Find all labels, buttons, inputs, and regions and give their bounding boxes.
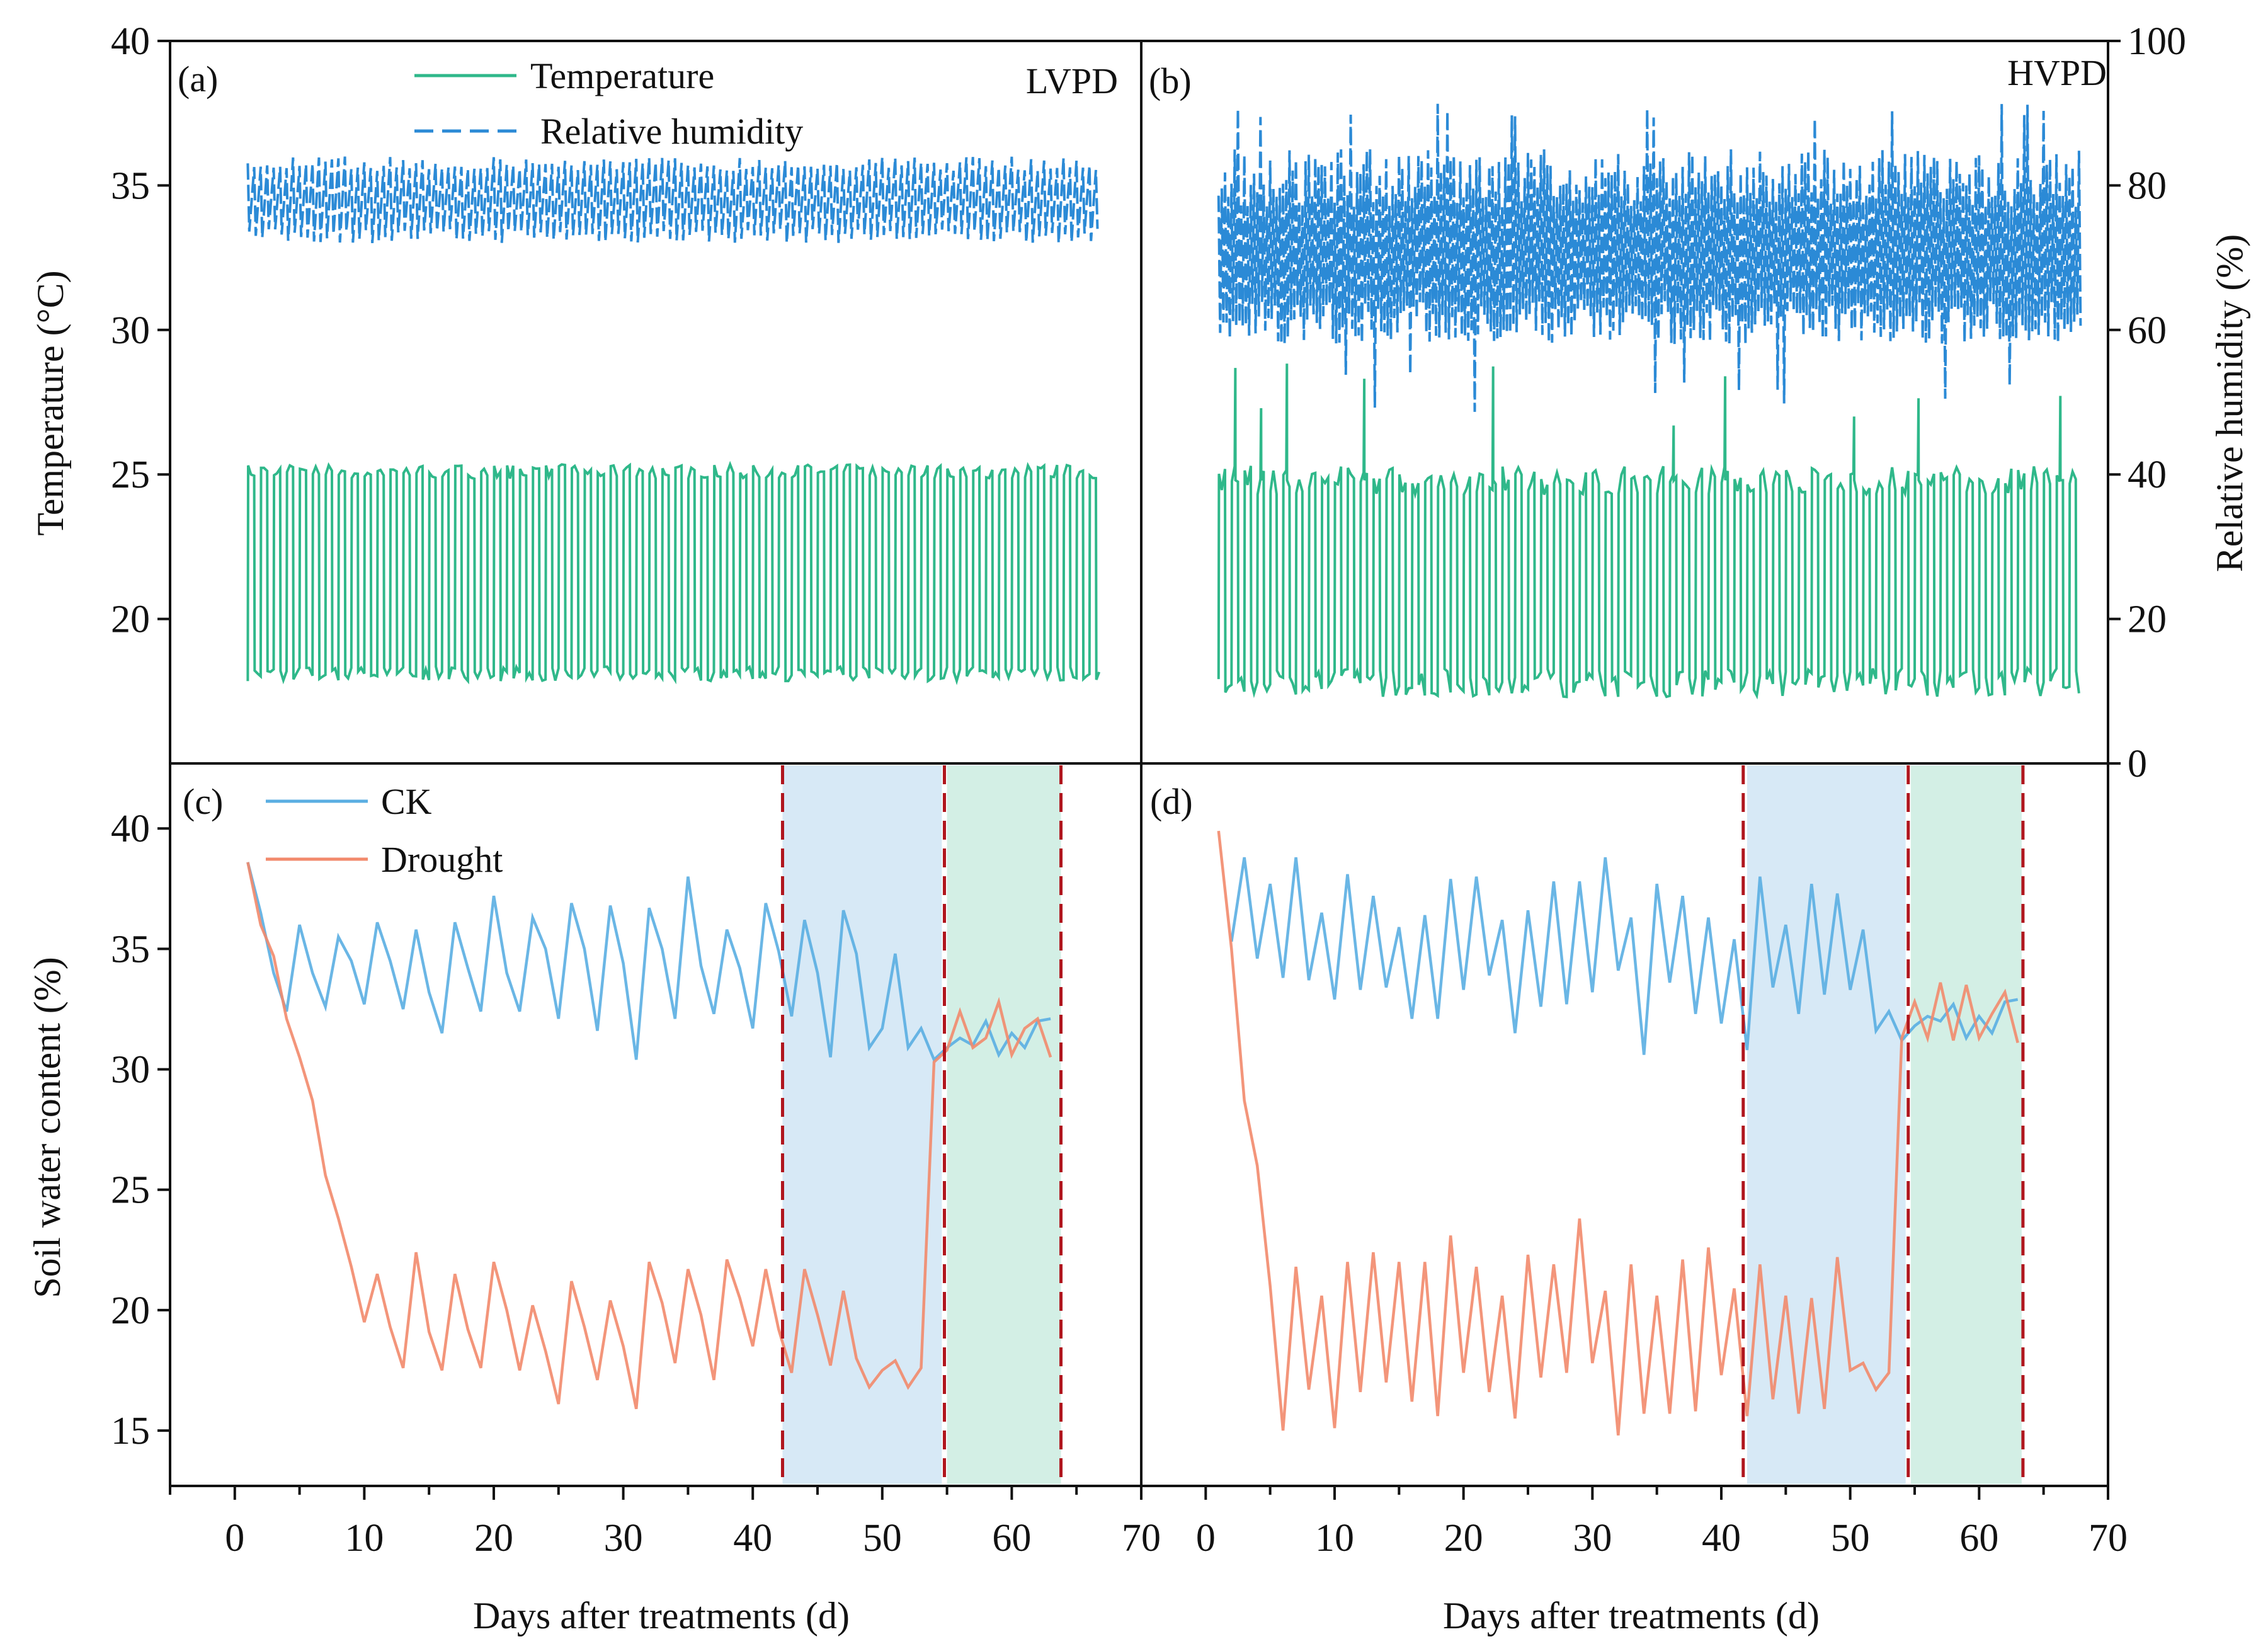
y-tick-label: 25	[111, 454, 150, 496]
y-tick-label: 30	[111, 1049, 150, 1092]
drought-phase-shading	[1747, 765, 1906, 1484]
series-ck-c	[246, 862, 1051, 1063]
y2-tick-label: 0	[2128, 743, 2147, 785]
x-axis-title-d: Days after treatments (d)	[1443, 1595, 1820, 1636]
legend-humidity-label: Relative humidity	[540, 111, 803, 152]
y-tick-label: 35	[111, 164, 150, 207]
y-tick-label: 15	[111, 1410, 150, 1453]
y2-tick-label: 20	[2128, 598, 2167, 641]
y2-tick-label: 40	[2128, 454, 2167, 496]
panel-a-label: (a)	[178, 59, 218, 100]
series-relative-humidity-b	[1217, 103, 2082, 412]
panel-d-label: (d)	[1150, 781, 1193, 822]
y-axis-title-soil-water: Soil water content (%)	[26, 957, 68, 1298]
panel-d-frame	[1140, 762, 2109, 1487]
y-tick-label: 20	[111, 1289, 150, 1332]
legend-drought-label: Drought	[381, 839, 503, 880]
y2-tick-label: 60	[2128, 309, 2167, 352]
x-tick-label: 40	[1702, 1517, 1741, 1560]
panel-b-title: HVPD	[2007, 52, 2107, 93]
series-drought-d	[1217, 830, 2019, 1436]
series-relative-humidity-a	[246, 156, 1099, 244]
panel-a-title: LVPD	[1026, 60, 1118, 101]
y-axis-title-temperature: Temperature (°C)	[30, 270, 71, 535]
series-temperature-b	[1217, 363, 2080, 700]
x-tick-label: 30	[1573, 1517, 1612, 1560]
panel-c-label: (c)	[183, 781, 223, 822]
y2-tick-label: 100	[2128, 20, 2186, 63]
x-axis-title-c: Days after treatments (d)	[473, 1595, 850, 1636]
recovery-phase-shading	[1910, 765, 2022, 1484]
x-tick-label: 0	[225, 1517, 244, 1560]
phase-shading-layer	[782, 765, 2022, 1484]
x-tick-label: 70	[2088, 1517, 2128, 1560]
series-layer	[246, 103, 2082, 1486]
x-tick-label: 20	[1444, 1517, 1483, 1560]
y-axis-title-humidity: Relative humidity (%)	[2209, 234, 2250, 573]
series-temperature-a	[246, 460, 1101, 685]
y-tick-label: 20	[111, 598, 150, 641]
x-tick-label: 60	[992, 1517, 1031, 1560]
recovery-phase-shading	[947, 765, 1061, 1484]
legend-temperature-label: Temperature	[530, 55, 714, 96]
y-tick-label: 40	[111, 808, 150, 850]
panel-b-label: (b)	[1149, 60, 1192, 101]
x-tick-label: 50	[863, 1517, 902, 1560]
series-ck-d	[1230, 857, 2019, 1055]
y-tick-label: 40	[111, 20, 150, 63]
legend-ck-label: CK	[381, 781, 432, 822]
x-tick-label: 50	[1831, 1517, 1870, 1560]
y-tick-label: 35	[111, 928, 150, 971]
x-tick-label: 0	[1196, 1517, 1216, 1560]
x-tick-label: 60	[1959, 1517, 1998, 1560]
series-drought-c	[246, 862, 1052, 1410]
axes-layer: 20 25 30 35 40 0 20 40 60 80 100 0 10 20 30 40 50 60 70 0 10…	[111, 20, 2186, 1560]
y-tick-label: 30	[111, 309, 150, 352]
x-tick-label: 40	[733, 1517, 772, 1560]
y2-tick-label: 80	[2128, 164, 2167, 207]
x-tick-label: 10	[1315, 1517, 1354, 1560]
y-tick-label: 25	[111, 1169, 150, 1212]
drought-phase-shading	[782, 765, 942, 1484]
x-tick-label: 10	[345, 1517, 384, 1560]
x-tick-label: 20	[474, 1517, 513, 1560]
x-tick-label: 70	[1122, 1517, 1161, 1560]
x-tick-label: 30	[604, 1517, 643, 1560]
